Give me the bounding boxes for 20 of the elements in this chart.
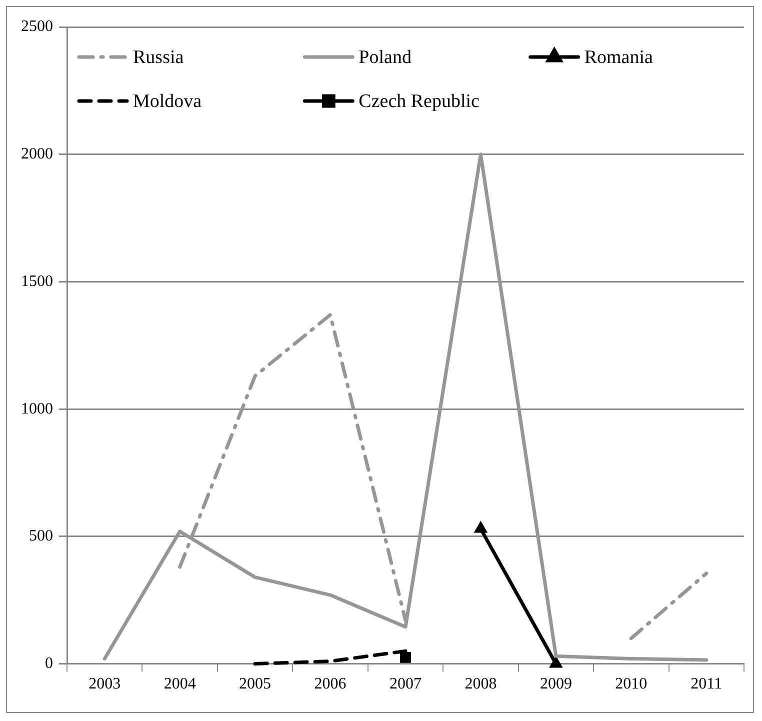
x-tick-label: 2006 [314, 676, 346, 693]
x-tick-label: 2008 [464, 676, 497, 693]
legend-label: Czech Republic [358, 90, 480, 112]
legend-label: Moldova [133, 90, 202, 112]
x-tick-label: 2007 [390, 676, 422, 693]
x-tick-label: 2004 [164, 676, 196, 693]
legend-label: Russia [133, 46, 184, 68]
legend-label: Poland [358, 46, 412, 68]
y-tick-label: 0 [45, 655, 53, 672]
x-tick-label: 2011 [690, 676, 722, 693]
y-tick-label: 1000 [21, 400, 53, 418]
x-tick-label: 2010 [615, 676, 648, 693]
x-tick-label: 2003 [88, 676, 121, 693]
y-tick-label: 2500 [21, 18, 53, 36]
x-tick-label: 2009 [540, 676, 572, 693]
y-tick-label: 2000 [21, 146, 53, 163]
x-tick-label: 2005 [239, 676, 272, 693]
y-tick-label: 1500 [21, 272, 53, 290]
legend-label: Romania [584, 46, 654, 68]
y-tick-label: 500 [29, 528, 53, 545]
